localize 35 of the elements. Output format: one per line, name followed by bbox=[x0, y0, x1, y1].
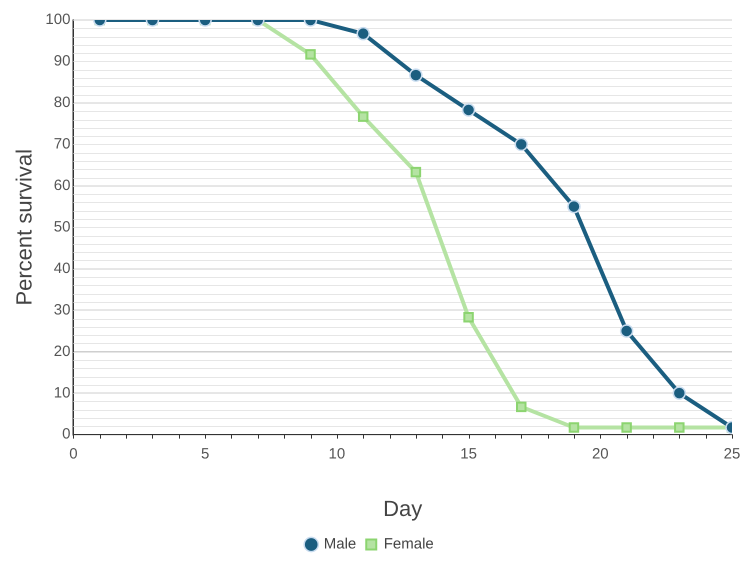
y-axis-title: Percent survival bbox=[11, 149, 36, 306]
point bbox=[621, 422, 632, 433]
x-tick-label: 10 bbox=[328, 446, 346, 463]
legend-label: Female bbox=[384, 536, 434, 553]
point bbox=[358, 111, 368, 122]
x-axis-title: Day bbox=[383, 496, 422, 521]
x-tick-label: 5 bbox=[200, 446, 210, 463]
legend-label: Male bbox=[324, 536, 356, 553]
y-tick-label: 10 bbox=[54, 384, 70, 402]
point bbox=[620, 324, 634, 338]
point bbox=[463, 312, 474, 323]
point bbox=[462, 103, 476, 117]
y-tick-label: 80 bbox=[54, 94, 70, 112]
y-tick-label: 60 bbox=[54, 176, 70, 194]
y-tick-label: 0 bbox=[62, 426, 70, 443]
y-tick-label: 50 bbox=[54, 218, 70, 236]
point bbox=[409, 68, 423, 82]
point bbox=[410, 166, 422, 178]
point bbox=[674, 422, 685, 433]
point bbox=[514, 138, 528, 152]
point bbox=[568, 422, 580, 433]
x-tick-label: 15 bbox=[460, 446, 477, 463]
y-tick-label: 100 bbox=[45, 11, 70, 28]
y-tick-label: 20 bbox=[54, 342, 70, 360]
y-tick-label: 30 bbox=[54, 301, 70, 318]
point bbox=[516, 402, 526, 412]
y-tick-label: 90 bbox=[54, 52, 70, 70]
y-tick-label: 70 bbox=[54, 136, 70, 153]
point bbox=[672, 386, 686, 400]
point bbox=[567, 200, 581, 214]
point bbox=[305, 49, 316, 60]
point bbox=[356, 26, 370, 40]
y-tick-label: 40 bbox=[54, 260, 70, 277]
x-tick-label: 20 bbox=[592, 446, 609, 463]
x-tick-label: 25 bbox=[724, 446, 740, 463]
